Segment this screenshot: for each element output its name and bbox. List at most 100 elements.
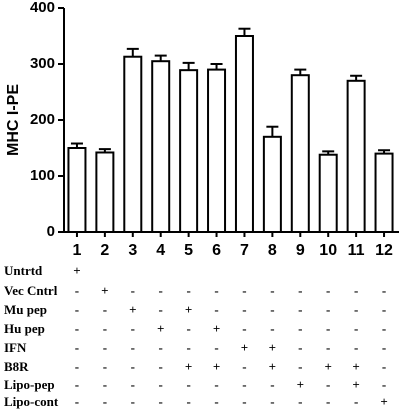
treatment-label: Untrtd xyxy=(4,263,43,278)
treatment-mark: - xyxy=(75,394,79,409)
x-tick-label: 4 xyxy=(156,242,165,259)
x-tick-label: 12 xyxy=(375,242,393,259)
treatment-mark: - xyxy=(131,377,135,392)
bar xyxy=(318,153,338,233)
treatment-mark: + xyxy=(352,359,359,374)
treatment-label: Vec Cntrl xyxy=(4,283,58,298)
treatment-mark: - xyxy=(382,359,386,374)
treatment-mark: - xyxy=(159,394,163,409)
bar xyxy=(123,55,143,233)
treatment-mark: - xyxy=(186,283,190,298)
treatment-mark: - xyxy=(159,340,163,355)
treatment-mark: + xyxy=(185,359,192,374)
treatment-label: Mu pep xyxy=(4,302,47,317)
x-tick-label: 9 xyxy=(296,242,305,259)
treatment-mark: - xyxy=(131,321,135,336)
treatment-mark: - xyxy=(382,283,386,298)
treatment-mark: - xyxy=(159,283,163,298)
x-tick-label: 10 xyxy=(319,242,337,259)
treatment-mark: - xyxy=(298,283,302,298)
treatment-label: B8R xyxy=(4,359,29,374)
treatment-mark: - xyxy=(103,377,107,392)
bar xyxy=(346,79,366,233)
treatment-mark: - xyxy=(298,359,302,374)
treatment-mark: + xyxy=(297,377,304,392)
treatment-mark: - xyxy=(186,321,190,336)
treatment-mark: - xyxy=(214,340,218,355)
treatment-mark: - xyxy=(214,394,218,409)
treatment-mark: - xyxy=(382,340,386,355)
treatment-mark: + xyxy=(380,394,387,409)
treatment-mark: + xyxy=(157,321,164,336)
treatment-mark: - xyxy=(103,302,107,317)
treatment-mark: + xyxy=(73,263,80,278)
y-tick-label: 300 xyxy=(30,55,55,72)
treatment-mark: - xyxy=(103,359,107,374)
treatment-label: IFN xyxy=(4,340,27,355)
treatment-mark: - xyxy=(186,340,190,355)
treatment-mark: - xyxy=(298,394,302,409)
treatment-mark: - xyxy=(298,340,302,355)
treatment-mark: - xyxy=(214,302,218,317)
treatment-label: Lipo-cont xyxy=(4,394,59,409)
bar xyxy=(262,135,282,233)
treatment-mark: - xyxy=(131,283,135,298)
treatment-mark: - xyxy=(270,377,274,392)
treatment-mark: - xyxy=(382,377,386,392)
treatment-mark: - xyxy=(270,283,274,298)
treatment-mark: - xyxy=(103,321,107,336)
treatment-mark: - xyxy=(354,321,358,336)
y-tick-label: 100 xyxy=(30,167,55,184)
treatment-mark: - xyxy=(298,321,302,336)
bar xyxy=(234,35,254,233)
treatment-mark: - xyxy=(186,377,190,392)
bar xyxy=(151,60,171,234)
treatment-mark: + xyxy=(213,321,220,336)
treatment-mark: - xyxy=(270,302,274,317)
treatment-mark: - xyxy=(242,394,246,409)
treatment-mark: - xyxy=(270,321,274,336)
x-tick-label: 1 xyxy=(73,242,82,259)
treatment-mark: - xyxy=(242,377,246,392)
y-tick-label: 400 xyxy=(30,0,55,16)
treatment-mark: - xyxy=(75,377,79,392)
treatment-label: Hu pep xyxy=(4,321,45,336)
treatment-mark: - xyxy=(159,377,163,392)
y-tick-label: 0 xyxy=(47,223,55,240)
treatment-mark: - xyxy=(326,283,330,298)
treatment-mark: - xyxy=(159,302,163,317)
bar xyxy=(207,68,227,233)
x-tick-label: 6 xyxy=(212,242,221,259)
treatment-mark: - xyxy=(326,321,330,336)
treatment-mark: - xyxy=(382,302,386,317)
treatment-mark: - xyxy=(382,321,386,336)
treatment-mark: - xyxy=(186,394,190,409)
treatment-mark: + xyxy=(185,302,192,317)
treatment-mark: - xyxy=(131,359,135,374)
x-tick-label: 8 xyxy=(268,242,277,259)
treatment-mark: + xyxy=(269,340,276,355)
x-tick-label: 5 xyxy=(184,242,193,259)
treatment-mark: - xyxy=(214,377,218,392)
treatment-mark: + xyxy=(213,359,220,374)
treatment-mark: - xyxy=(131,340,135,355)
treatment-mark: - xyxy=(242,283,246,298)
treatment-mark: - xyxy=(242,302,246,317)
treatment-mark: - xyxy=(242,359,246,374)
treatment-mark: - xyxy=(242,321,246,336)
treatment-mark: + xyxy=(129,302,136,317)
treatment-mark: - xyxy=(326,302,330,317)
y-axis-label: MHC I-PE xyxy=(5,84,22,156)
bar xyxy=(95,151,115,233)
treatment-mark: - xyxy=(75,340,79,355)
treatment-mark: + xyxy=(324,359,331,374)
y-tick-label: 200 xyxy=(30,111,55,128)
treatment-mark: - xyxy=(75,302,79,317)
treatment-mark: - xyxy=(298,302,302,317)
treatment-mark: - xyxy=(326,394,330,409)
treatment-mark: - xyxy=(75,359,79,374)
treatment-mark: - xyxy=(75,321,79,336)
treatment-mark: - xyxy=(75,283,79,298)
treatment-mark: + xyxy=(101,283,108,298)
treatment-mark: - xyxy=(131,394,135,409)
